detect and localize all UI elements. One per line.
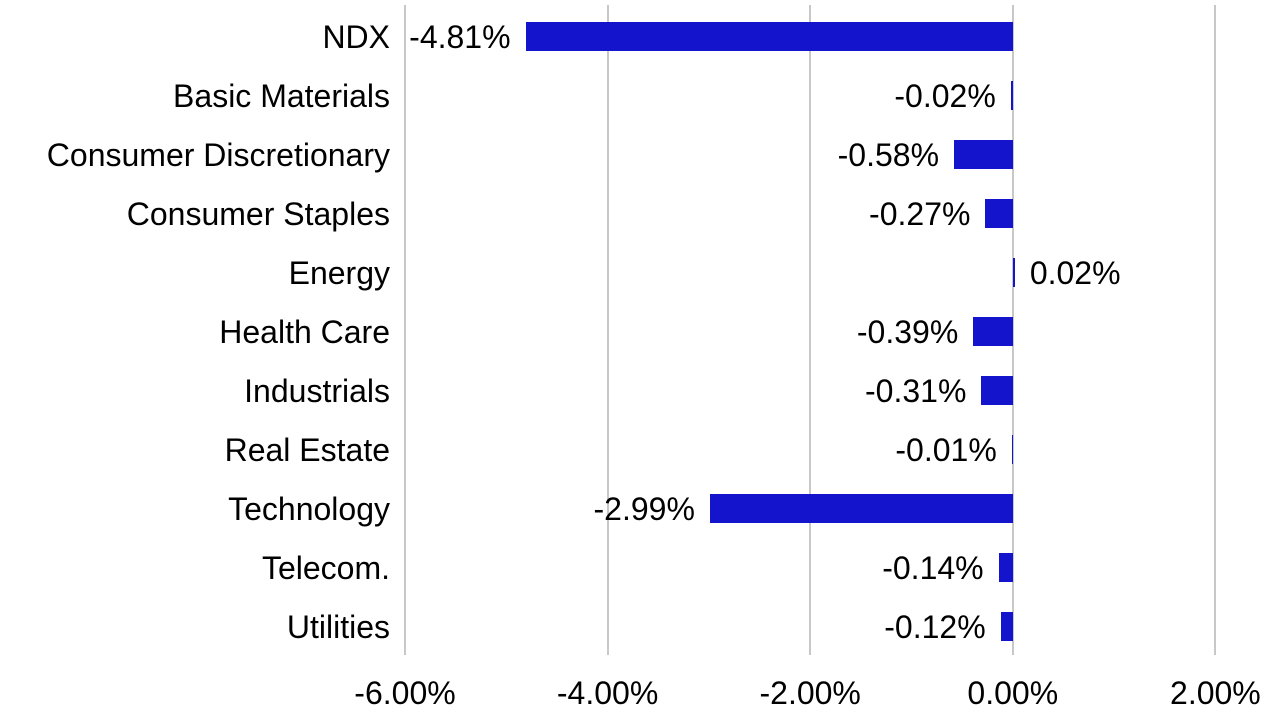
value-label: -4.81%: [409, 18, 511, 55]
value-label: 0.02%: [1029, 254, 1121, 291]
gridline-0.00%: [1011, 5, 1014, 655]
category-label: Energy: [288, 254, 390, 291]
bar: [985, 199, 1013, 228]
x-tick-label: -6.00%: [354, 675, 456, 711]
gridline--4.00%: [606, 5, 609, 655]
value-label: -0.27%: [869, 195, 971, 232]
bar: [954, 140, 1013, 169]
value-label: -0.31%: [865, 372, 967, 409]
gridline-2.00%: [1214, 5, 1217, 655]
category-label: Consumer Discretionary: [46, 136, 390, 173]
category-label: Utilities: [286, 608, 390, 645]
bar: [709, 494, 1013, 523]
bar: [981, 376, 1013, 405]
value-label: -0.39%: [856, 313, 959, 350]
gridline--2.00%: [809, 5, 812, 655]
gridline--6.00%: [404, 5, 406, 655]
bar: [1012, 258, 1015, 287]
x-tick-label: -2.00%: [759, 675, 861, 711]
category-label: Industrials: [244, 372, 390, 409]
value-label: -0.12%: [884, 608, 986, 645]
category-label: Consumer Staples: [126, 195, 390, 232]
value-label: -0.02%: [894, 77, 996, 114]
category-label: Telecom.: [261, 549, 390, 586]
bar: [1010, 81, 1013, 110]
x-tick-label: 2.00%: [1170, 675, 1261, 711]
bar: [1000, 612, 1013, 641]
bar: [998, 553, 1013, 582]
value-label: -2.99%: [593, 490, 695, 527]
value-label: -0.14%: [882, 549, 984, 586]
category-label: NDX: [322, 18, 390, 55]
value-label: -0.58%: [837, 136, 940, 173]
category-label: Technology: [228, 490, 390, 527]
x-tick-label: -4.00%: [556, 675, 659, 711]
category-label: Real Estate: [224, 431, 390, 468]
x-tick-label: 0.00%: [967, 675, 1059, 711]
bar: [1011, 435, 1013, 464]
value-label: -0.01%: [895, 431, 997, 468]
category-label: Health Care: [219, 313, 390, 350]
bar: [973, 317, 1013, 346]
bar: [525, 22, 1013, 51]
category-label: Basic Materials: [173, 77, 390, 114]
